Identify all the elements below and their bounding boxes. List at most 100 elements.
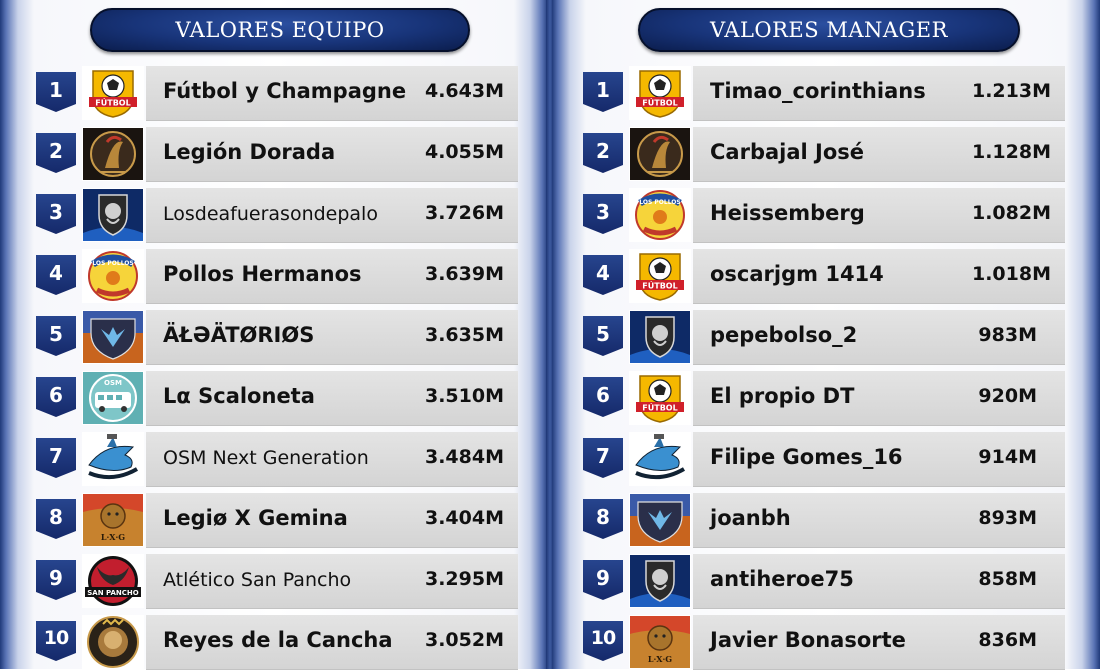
rank-badge: 9 <box>36 560 76 600</box>
market-value: 920M <box>978 385 1037 407</box>
panel-divider <box>546 0 554 669</box>
rank-badge: 8 <box>583 499 623 539</box>
ranking-card: Lα Scaloneta 3.510M <box>146 371 518 426</box>
team-values-title: VALORES EQUIPO <box>90 8 470 52</box>
manager-name: Heissemberg <box>710 201 865 225</box>
rank-badge: 8 <box>36 499 76 539</box>
legion-dorada-crest <box>629 127 691 181</box>
futbol-champagne-crest: FÚTBOL <box>629 371 691 425</box>
ranking-card: Reyes de la Cancha 3.052M <box>146 615 518 670</box>
market-value: 3.635M <box>424 324 504 346</box>
market-value: 836M <box>978 629 1037 651</box>
rank-badge: 5 <box>583 316 623 356</box>
futbol-champagne-crest: FÚTBOL <box>629 249 691 303</box>
lion-shield-crest <box>629 554 691 608</box>
market-value: 4.055M <box>424 141 504 163</box>
futbol-champagne-crest: FÚTBOL <box>629 66 691 120</box>
svg-text:OSM: OSM <box>104 379 122 387</box>
osm-shark-crest <box>629 432 691 486</box>
rank-badge: 2 <box>583 133 623 173</box>
ranking-card: Pollos Hermanos 3.639M <box>146 249 518 304</box>
rank-badge: 2 <box>36 133 76 173</box>
osm-bus-crest: OSM <box>82 371 144 425</box>
market-value: 3.484M <box>424 446 504 468</box>
aleatorios-wolf-crest <box>629 493 691 547</box>
ranking-card: joanbh 893M <box>693 493 1065 548</box>
ranking-card: Losdeafuerasondepalo 3.726M <box>146 188 518 243</box>
lion-lxg-crest: L·X·G <box>82 493 144 547</box>
ranking-card: El propio DT 920M <box>693 371 1065 426</box>
lion-shield-crest <box>82 188 144 242</box>
manager-name: Timao_corinthians <box>710 79 926 103</box>
rank-badge: 3 <box>36 194 76 234</box>
market-value: 1.082M <box>971 202 1051 224</box>
los-pollos-hermanos-crest: LOS POLLOS <box>629 188 691 242</box>
market-value: 914M <box>978 446 1037 468</box>
lion-lxg-crest: L·X·G <box>629 615 691 669</box>
manager-name: oscarjgm 1414 <box>710 262 884 286</box>
team-name: Reyes de la Cancha <box>163 628 393 652</box>
rank-badge: 10 <box>583 621 623 661</box>
market-value: 3.726M <box>424 202 504 224</box>
team-name: OSM Next Generation <box>163 447 369 469</box>
legion-dorada-crest <box>82 127 144 181</box>
market-value: 1.018M <box>971 263 1051 285</box>
team-name: Fútbol y Champagne <box>163 79 407 103</box>
svg-text:SAN PANCHO: SAN PANCHO <box>87 589 139 597</box>
market-value: 3.510M <box>424 385 504 407</box>
ranking-card: ÄŁƏÄTØRIØS 3.635M <box>146 310 518 365</box>
ranking-card: Carbajal José 1.128M <box>693 127 1065 182</box>
manager-name: pepebolso_2 <box>710 323 858 347</box>
rank-badge: 1 <box>583 72 623 112</box>
market-value: 3.052M <box>424 629 504 651</box>
market-value: 858M <box>978 568 1037 590</box>
svg-text:LOS POLLOS: LOS POLLOS <box>92 260 133 267</box>
manager-name: Carbajal José <box>710 140 865 164</box>
manager-name: joanbh <box>710 506 791 530</box>
svg-text:FÚTBOL: FÚTBOL <box>642 280 677 291</box>
team-values-panel: VALORES EQUIPO 1 FÚTBOL Fútbol y Champagn… <box>0 0 548 670</box>
futbol-champagne-crest: FÚTBOL <box>82 66 144 120</box>
rank-badge: 7 <box>583 438 623 478</box>
los-pollos-hermanos-crest: LOS POLLOS <box>82 249 144 303</box>
ranking-card: Atlético San Pancho 3.295M <box>146 554 518 609</box>
rank-badge: 7 <box>36 438 76 478</box>
ranking-card: Timao_corinthians 1.213M <box>693 66 1065 121</box>
market-value: 983M <box>978 324 1037 346</box>
ranking-card: Fútbol y Champagne 4.643M <box>146 66 518 121</box>
market-value: 1.128M <box>971 141 1051 163</box>
rank-badge: 6 <box>36 377 76 417</box>
team-name: Pollos Hermanos <box>163 262 362 286</box>
ranking-card: oscarjgm 1414 1.018M <box>693 249 1065 304</box>
rank-badge: 10 <box>36 621 76 661</box>
svg-text:FÚTBOL: FÚTBOL <box>642 402 677 413</box>
manager-values-title: VALORES MANAGER <box>638 8 1020 52</box>
ranking-card: Filipe Gomes_16 914M <box>693 432 1065 487</box>
team-name: Lα Scaloneta <box>163 384 315 408</box>
manager-name: El propio DT <box>710 384 855 408</box>
market-value: 4.643M <box>424 80 504 102</box>
lion-shield-crest <box>629 310 691 364</box>
ranking-card: OSM Next Generation 3.484M <box>146 432 518 487</box>
market-value: 893M <box>978 507 1037 529</box>
manager-name: Filipe Gomes_16 <box>710 445 903 469</box>
ranking-card: pepebolso_2 983M <box>693 310 1065 365</box>
team-name: Atlético San Pancho <box>163 569 352 591</box>
rank-badge: 3 <box>583 194 623 234</box>
svg-text:FÚTBOL: FÚTBOL <box>642 97 677 108</box>
rank-badge: 4 <box>583 255 623 295</box>
team-name: Losdeafuerasondepalo <box>163 203 378 225</box>
market-value: 3.639M <box>424 263 504 285</box>
rank-badge: 9 <box>583 560 623 600</box>
ranking-card: Heissemberg 1.082M <box>693 188 1065 243</box>
team-name: Legiø X Gemina <box>163 506 348 530</box>
manager-name: antiheroe75 <box>710 567 854 591</box>
svg-text:L·X·G: L·X·G <box>101 532 125 542</box>
svg-text:LOS POLLOS: LOS POLLOS <box>639 199 680 206</box>
rank-badge: 1 <box>36 72 76 112</box>
market-value: 3.295M <box>424 568 504 590</box>
svg-text:L·X·G: L·X·G <box>648 654 672 664</box>
reyes-lion-crest <box>82 615 144 669</box>
manager-values-panel: VALORES MANAGER 1 FÚTBOL Timao_corinthian… <box>552 0 1100 670</box>
manager-name: Javier Bonasorte <box>710 628 906 652</box>
